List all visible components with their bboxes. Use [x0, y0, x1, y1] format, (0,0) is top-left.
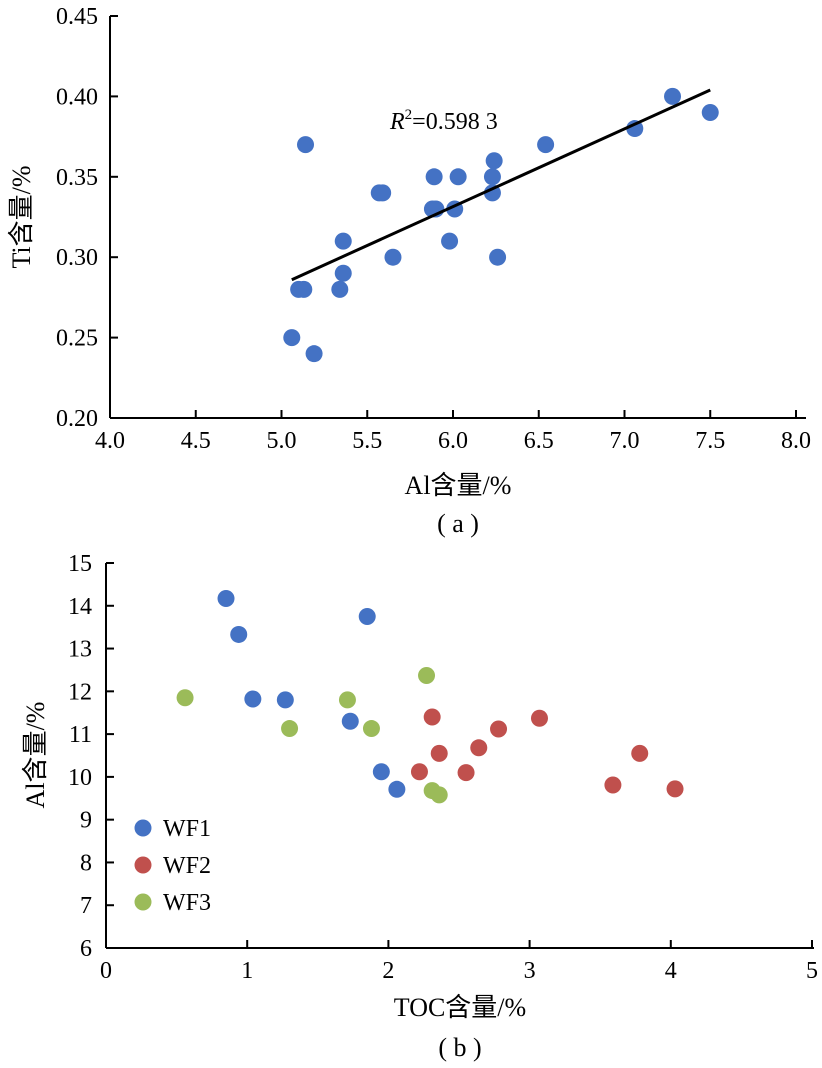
chart-b-point-wf3 — [430, 786, 448, 804]
chart-a-point — [489, 248, 507, 266]
chart-a-point — [331, 280, 349, 298]
chart-b-x-tick-label: 2 — [382, 958, 394, 984]
chart-a-x-tick-label: 5.0 — [267, 428, 297, 454]
chart-a-x-tick-label: 4.5 — [181, 428, 211, 454]
chart-a-point — [537, 136, 555, 154]
chart-a-point — [425, 168, 443, 186]
chart-a-point — [626, 120, 644, 138]
chart-a-x-tick-label: 4.0 — [95, 428, 125, 454]
chart-a-y-tick-label: 0.20 — [56, 406, 98, 432]
chart-a-trendline — [291, 88, 711, 282]
chart-b-point-wf2 — [530, 709, 548, 727]
chart-b-point-wf3 — [281, 720, 299, 738]
chart-a-point — [334, 232, 352, 250]
chart-a-r2-value: =0.598 3 — [412, 109, 498, 135]
chart-b-point-wf1 — [358, 607, 376, 625]
chart-b-point-wf1 — [230, 625, 248, 643]
chart-b-y-tick-label: 14 — [68, 594, 92, 620]
legend-marker-wf2 — [134, 856, 152, 874]
chart-b-point-wf1 — [372, 763, 390, 781]
chart-a-x-tick-label: 6.0 — [438, 428, 468, 454]
chart-a-y-label: Ti含量/% — [7, 165, 36, 268]
chart-a-x-tick-label: 5.5 — [352, 428, 382, 454]
chart-b-y-tick-label: 8 — [80, 850, 92, 876]
chart-b-point-wf2 — [490, 720, 508, 738]
legend-label-wf3: WF3 — [163, 890, 211, 916]
chart-b-point-wf2 — [666, 780, 684, 798]
chart-a-point — [441, 232, 459, 250]
chart-b-point-wf3 — [176, 689, 194, 707]
chart-b-point-wf1 — [276, 691, 294, 709]
chart-a-x-label: Al含量/% — [405, 471, 512, 500]
chart-a-x-tick-label: 8.0 — [781, 428, 811, 454]
chart-a-x-tick-label: 7.5 — [695, 428, 725, 454]
chart-a-point — [283, 329, 301, 347]
chart-b-point-wf2 — [604, 776, 622, 794]
chart-b-x-label: TOC含量/% — [394, 993, 526, 1022]
chart-b-point-wf2 — [470, 739, 488, 757]
chart-b-y-tick-label: 13 — [68, 637, 92, 663]
chart-b-y-tick-label: 10 — [68, 765, 92, 791]
chart-b-point-wf3 — [338, 691, 356, 709]
chart-a: 4.0 4.5 5.0 5.5 6.0 6.5 7.0 7.5 8.0 0.20 0.25 0.30 0… — [7, 4, 811, 538]
chart-b-point-wf3 — [362, 720, 380, 738]
chart-b-point-wf2 — [457, 764, 475, 782]
chart-b-point-wf2 — [410, 763, 428, 781]
chart-a-y-tick-label: 0.40 — [56, 84, 98, 110]
chart-b-x-tick-label: 4 — [665, 958, 677, 984]
chart-b-x-tick-label: 1 — [241, 958, 253, 984]
chart-a-point — [483, 184, 501, 202]
chart-a-point — [297, 136, 315, 154]
chart-b-point-wf2 — [423, 708, 441, 726]
chart-b-point-wf1 — [244, 690, 262, 708]
chart-b-x-tick-label: 5 — [806, 958, 818, 984]
legend-marker-wf1 — [134, 819, 152, 837]
chart-a-x-tick-label: 6.5 — [524, 428, 554, 454]
chart-b-y-tick-label: 9 — [80, 808, 92, 834]
chart-b-point-wf1 — [217, 590, 235, 608]
legend-label-wf2: WF2 — [163, 853, 211, 879]
chart-a-r2-sup: 2 — [405, 107, 413, 123]
chart-b-y-tick-label: 12 — [68, 679, 92, 705]
chart-a-point — [701, 103, 719, 121]
chart-b-y-tick-label: 11 — [69, 722, 92, 748]
chart-a-r2-annotation: R2=0.598 3 — [389, 107, 498, 135]
chart-b-point-wf2 — [631, 744, 649, 762]
chart-b-point-wf2 — [430, 744, 448, 762]
chart-b-x-tick-label: 3 — [524, 958, 536, 984]
chart-a-caption: ( a ) — [437, 509, 479, 538]
chart-a-point — [305, 345, 323, 363]
legend-marker-wf3 — [134, 893, 152, 911]
chart-b-point-wf3 — [418, 667, 436, 685]
chart-b-caption: ( b ) — [438, 1033, 481, 1062]
chart-a-r2-prefix: R — [389, 109, 405, 135]
chart-a-y-tick-label: 0.25 — [56, 326, 98, 352]
chart-b-point-wf1 — [388, 780, 406, 798]
chart-a-point — [295, 280, 313, 298]
chart-a-point — [384, 248, 402, 266]
chart-a-point — [449, 168, 467, 186]
chart-b-y-tick-label: 7 — [80, 893, 92, 919]
chart-b-legend: WF1 WF2 WF3 — [134, 816, 211, 916]
chart-b-x-tick-label: 0 — [100, 958, 112, 984]
chart-a-point — [485, 152, 503, 170]
legend-label-wf1: WF1 — [163, 816, 211, 842]
chart-a-x-tick-label: 7.0 — [610, 428, 640, 454]
chart-a-y-tick-label: 0.30 — [56, 245, 98, 271]
chart-a-point — [483, 168, 501, 186]
chart-a-point — [334, 264, 352, 282]
chart-a-y-tick-label: 0.35 — [56, 165, 98, 191]
chart-b-y-tick-label: 15 — [68, 551, 92, 577]
chart-b-point-wf1 — [341, 712, 359, 730]
chart-b-y-label: Al含量/% — [21, 702, 50, 809]
chart-a-point — [374, 184, 392, 202]
chart-b-y-tick-label: 6 — [80, 936, 92, 962]
chart-a-y-tick-label: 0.45 — [56, 4, 98, 30]
chart-a-point — [664, 87, 682, 105]
